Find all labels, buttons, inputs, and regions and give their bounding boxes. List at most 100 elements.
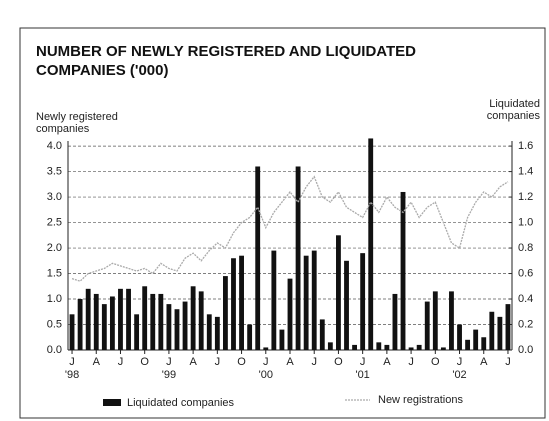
legend-label: Liquidated companies: [127, 397, 235, 409]
bar: [303, 255, 309, 350]
x-tick-label: J: [457, 356, 463, 368]
y-tick-label: 1.0: [47, 293, 62, 305]
bar: [206, 314, 212, 350]
x-tick-label: J: [408, 356, 414, 368]
x-tick-label: A: [93, 356, 101, 368]
bar: [77, 299, 83, 350]
x-tick-label: J: [311, 356, 317, 368]
x-tick-label: J: [505, 356, 511, 368]
bar: [247, 324, 253, 350]
x-year-label: '01: [355, 369, 369, 381]
bar: [142, 286, 148, 350]
bar: [166, 304, 172, 350]
y-tick-label: 4.0: [47, 140, 62, 152]
bar: [497, 316, 503, 350]
bar: [255, 166, 261, 350]
y-tick-label: 2.5: [47, 216, 62, 228]
bar: [271, 250, 277, 350]
y-tick-label: 1.5: [47, 267, 62, 279]
bar: [198, 291, 204, 350]
bar: [424, 301, 430, 350]
x-year-label: '98: [65, 369, 79, 381]
x-tick-label: O: [431, 356, 440, 368]
bar: [93, 293, 99, 350]
bar: [134, 314, 140, 350]
x-tick-label: A: [480, 356, 488, 368]
y-tick-label: 2.0: [47, 242, 62, 254]
bar: [505, 304, 511, 350]
y-tick-label: 3.0: [47, 191, 62, 203]
y2-tick-label: 1.4: [518, 165, 533, 177]
legend-swatch: [103, 399, 121, 406]
y2-axis-label: companies: [487, 110, 541, 122]
bar: [263, 347, 269, 350]
bar: [109, 296, 115, 350]
legend-label: New registrations: [378, 394, 463, 406]
x-tick-label: J: [69, 356, 75, 368]
x-year-label: '02: [452, 369, 466, 381]
x-tick-label: A: [286, 356, 294, 368]
line: [71, 175, 509, 282]
bar: [150, 293, 156, 350]
y2-tick-label: 1.6: [518, 140, 533, 152]
bar: [311, 250, 317, 350]
bar: [432, 291, 438, 350]
x-year-label: '99: [162, 369, 176, 381]
bar: [489, 311, 495, 350]
bar: [174, 309, 180, 350]
bar: [182, 301, 188, 350]
bar: [101, 304, 107, 350]
x-tick-label: J: [118, 356, 124, 368]
bar: [118, 288, 123, 350]
x-tick-label: J: [215, 356, 221, 368]
chart-title: NUMBER OF NEWLY REGISTERED AND LIQUIDATE…: [36, 43, 416, 60]
y2-tick-label: 0.2: [518, 318, 533, 330]
y2-tick-label: 1.2: [518, 191, 533, 203]
bar: [327, 342, 333, 350]
bar: [295, 166, 301, 350]
x-year-label: '00: [259, 369, 273, 381]
x-tick-label: O: [334, 356, 343, 368]
y2-tick-label: 0.8: [518, 242, 533, 254]
bar: [239, 255, 244, 350]
y-tick-label: 0.0: [47, 344, 62, 356]
x-tick-label: A: [383, 356, 391, 368]
x-tick-label: O: [237, 356, 246, 368]
bar: [473, 329, 479, 350]
bar: [465, 339, 471, 350]
x-tick-label: J: [166, 356, 172, 368]
bar: [344, 260, 349, 350]
y2-axis-label: Liquidated: [489, 98, 540, 110]
bar: [481, 337, 487, 350]
bar: [368, 138, 374, 350]
bar: [214, 316, 220, 350]
bar: [440, 347, 446, 350]
bar: [336, 235, 341, 350]
x-tick-label: A: [189, 356, 197, 368]
bar: [319, 319, 325, 350]
bar: [222, 276, 228, 350]
chart-title: COMPANIES ('000): [36, 62, 168, 79]
x-tick-label: J: [263, 356, 269, 368]
y-tick-label: 3.5: [47, 165, 62, 177]
bar: [85, 288, 91, 350]
bar: [287, 278, 293, 350]
bar: [360, 253, 366, 350]
bar: [279, 329, 285, 350]
bar: [352, 344, 358, 350]
bar: [416, 344, 422, 350]
y2-tick-label: 0.0: [518, 344, 533, 356]
bar: [231, 258, 236, 350]
y-axis-label: Newly registered: [36, 111, 118, 123]
bar: [392, 293, 398, 350]
y-tick-label: 0.5: [47, 318, 62, 330]
y-axis-label: companies: [36, 123, 90, 135]
y2-tick-label: 0.6: [518, 267, 533, 279]
bar: [384, 344, 390, 350]
bar: [376, 342, 382, 350]
y2-tick-label: 0.4: [518, 293, 533, 305]
bar: [408, 347, 414, 350]
bar: [457, 324, 462, 350]
y2-tick-label: 1.0: [518, 216, 533, 228]
